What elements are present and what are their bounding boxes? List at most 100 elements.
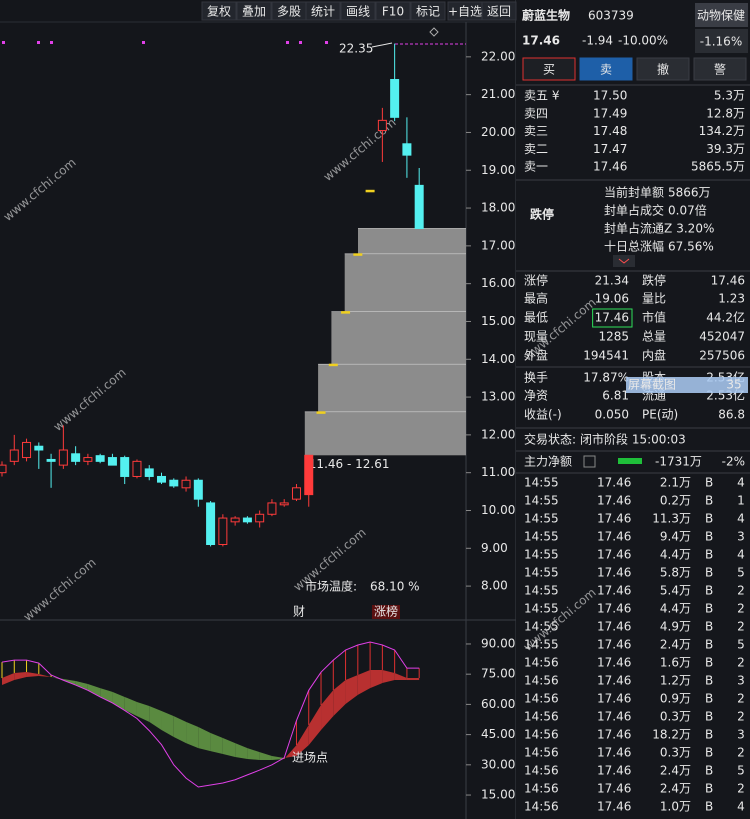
stat-value: 1.23: [718, 292, 745, 306]
toolbar-button[interactable]: 画线: [346, 5, 370, 19]
trade-time: 14:55: [524, 638, 559, 652]
y-tick-label: 90.00: [481, 636, 515, 650]
chip-range-label: 11.46 - 12.61: [309, 457, 390, 471]
toolbar-button-bg[interactable]: [305, 1, 341, 21]
ribbon-segment: [210, 732, 223, 754]
flow-bar: [618, 458, 642, 464]
trade-volume: 0.3万: [660, 710, 691, 724]
candle-body: [304, 454, 314, 496]
limit-label: 封单占流通Z: [604, 221, 672, 236]
trade-count: 3: [737, 674, 745, 688]
trade-side: B: [705, 476, 713, 490]
ribbon-segment: [296, 724, 309, 756]
trade-time: 14:55: [524, 476, 559, 490]
toolbar-button[interactable]: +自选: [448, 5, 482, 19]
trade-button-label[interactable]: 撤: [657, 62, 669, 77]
candle-body: [365, 189, 375, 193]
trade-button-label[interactable]: 买: [543, 63, 555, 77]
stat-label: 总量: [642, 330, 666, 344]
trade-button-label[interactable]: 警: [714, 62, 726, 77]
trade-volume: 1.0万: [660, 800, 691, 814]
stat-value: 86.8: [718, 408, 745, 422]
y-tick-label: 13.00: [481, 390, 515, 404]
trade-button[interactable]: [522, 57, 576, 81]
stat-label: 涨停: [524, 273, 548, 288]
diamond-icon: [429, 27, 439, 37]
candle-body: [181, 479, 191, 489]
stat-value: 0.050: [595, 408, 629, 422]
toolbar-button[interactable]: 标记: [416, 5, 440, 19]
trade-volume: 0.3万: [660, 746, 691, 760]
trade-price: 17.46: [597, 566, 631, 580]
stat-value: 17.46: [595, 311, 629, 325]
ribbon-segment: [406, 678, 420, 681]
toolbar-button[interactable]: 多股: [277, 5, 301, 19]
trade-price: 17.46: [597, 602, 631, 616]
flow-value: -1731万: [655, 455, 702, 469]
stat-value: 19.06: [595, 292, 629, 306]
trade-count: 2: [737, 710, 745, 724]
ribbon-segment: [247, 748, 260, 760]
trade-time: 14:56: [524, 782, 559, 796]
toolbar-button[interactable]: F10: [382, 5, 404, 19]
expand-button[interactable]: [613, 255, 635, 267]
high-label: 22.35: [339, 42, 373, 56]
y-tick-label: 75.00: [481, 667, 515, 681]
ribbon-segment: [124, 696, 137, 717]
trade-button[interactable]: [693, 57, 747, 81]
y-tick-label: 45.00: [481, 727, 515, 741]
trade-time: 14:55: [524, 512, 559, 526]
trade-price: 17.46: [597, 746, 631, 760]
marker: 财: [293, 605, 305, 619]
trade-count: 5: [737, 638, 745, 652]
trade-count: 3: [737, 728, 745, 742]
y-tick-label: 10.00: [481, 503, 515, 517]
trade-side: B: [705, 566, 713, 580]
toolbar-button-bg[interactable]: [410, 1, 446, 21]
popup[interactable]: [626, 377, 748, 393]
trade-volume: 2.1万: [660, 476, 691, 490]
toolbar-button-bg[interactable]: [375, 1, 411, 21]
toolbar-button-bg[interactable]: [481, 1, 517, 21]
trade-button-label[interactable]: 卖: [600, 63, 612, 77]
y-tick-label: 9.00: [481, 541, 508, 555]
trade-side: B: [705, 548, 713, 562]
trade-price: 17.46: [597, 530, 631, 544]
candle-body: [291, 487, 301, 500]
candle-body: [169, 479, 179, 487]
trade-button[interactable]: [579, 57, 633, 81]
toolbar-button[interactable]: 复权: [207, 5, 231, 19]
candle-body: [193, 479, 203, 500]
trade-button[interactable]: [636, 57, 690, 81]
toolbar-button-bg[interactable]: [201, 1, 237, 21]
trade-price: 17.46: [597, 674, 631, 688]
sector-pct-box: [695, 29, 748, 53]
trade-price: 17.46: [597, 620, 631, 634]
toolbar-button[interactable]: 叠加: [242, 5, 266, 19]
price: 17.46: [522, 34, 560, 48]
toolbar-button[interactable]: 返回: [487, 5, 511, 19]
toolbar-button[interactable]: 统计: [311, 5, 335, 19]
stat-value: 6.81: [602, 389, 629, 403]
trade-volume: 2.4万: [660, 638, 691, 652]
y-tick-label: 16.00: [481, 276, 515, 290]
trade-side: B: [705, 728, 713, 742]
candle-body: [95, 455, 105, 462]
signal-dots: [2, 41, 328, 44]
stat-label: 净资: [524, 389, 548, 403]
market-temp-label: 市场温度:: [305, 579, 357, 594]
trade-time: 14:56: [524, 674, 559, 688]
toolbar-button-bg[interactable]: [236, 1, 272, 21]
stock-name: 蔚蓝生物: [522, 8, 570, 23]
value-box: [592, 308, 633, 328]
toolbar-button-bg[interactable]: [340, 1, 376, 21]
limit-value: 5866万: [668, 186, 711, 200]
ribbon-segment: [38, 673, 52, 678]
trade-side: B: [705, 800, 713, 814]
limit-value: 67.56%: [668, 240, 714, 254]
stat-label: 最高: [524, 291, 548, 306]
candle-body: [341, 311, 351, 314]
sector: 动物保健: [697, 9, 745, 23]
y-tick-label: 12.00: [481, 427, 515, 441]
trade-side: B: [705, 746, 713, 760]
